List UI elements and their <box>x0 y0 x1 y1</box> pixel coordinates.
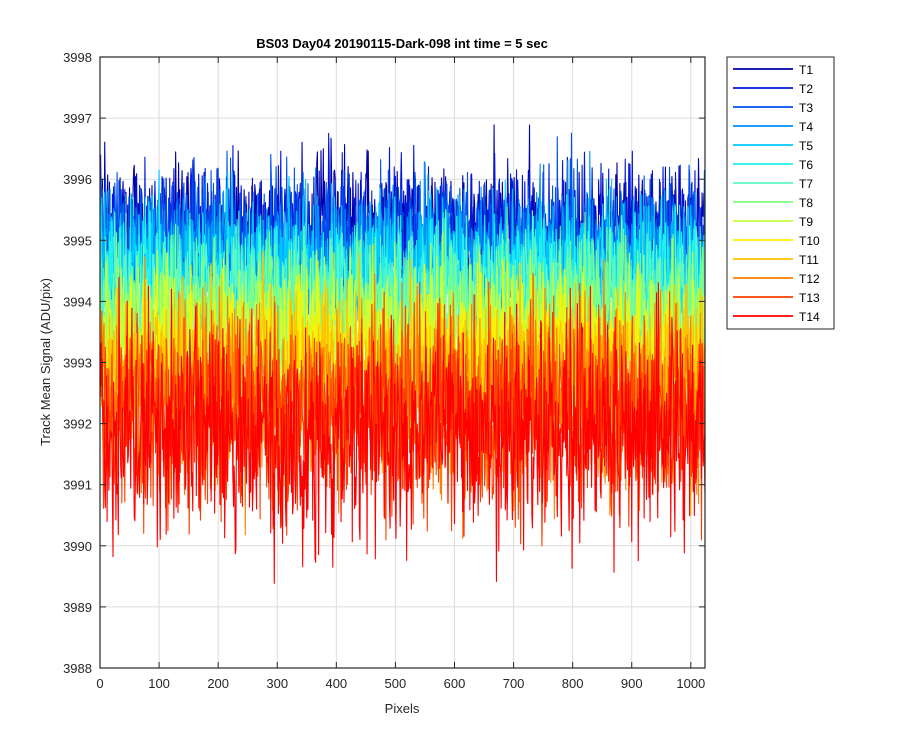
legend-label: T1 <box>799 63 813 77</box>
x-tick-label: 900 <box>621 676 643 691</box>
legend-label: T10 <box>799 234 820 248</box>
legend-label: T3 <box>799 101 813 115</box>
legend-label: T11 <box>799 253 819 267</box>
legend-label: T8 <box>799 196 813 210</box>
series-lines <box>100 124 706 584</box>
y-tick-label: 3998 <box>63 50 92 65</box>
y-tick-label: 3993 <box>63 356 92 371</box>
legend-label: T4 <box>799 120 813 134</box>
x-tick-label: 300 <box>266 676 288 691</box>
y-axis-label: Track Mean Signal (ADU/pix) <box>38 278 53 446</box>
chart-title: BS03 Day04 20190115-Dark-098 int time = … <box>256 36 548 51</box>
x-tick-label: 400 <box>325 676 347 691</box>
legend-box <box>726 56 835 330</box>
legend-label: T12 <box>799 272 820 286</box>
x-tick-labels: 0 100 200 300 400 500 600 700 800 900 1000 <box>96 676 705 691</box>
x-tick-label: 0 <box>96 676 103 691</box>
legend-label: T9 <box>799 215 813 229</box>
x-tick-label: 100 <box>148 676 170 691</box>
x-tick-label: 700 <box>503 676 525 691</box>
legend-label: T13 <box>799 291 820 305</box>
y-tick-label: 3995 <box>63 233 92 248</box>
legend: T1 T2 T3 T4 T5 T6 T7 T8 T9 T10 T11 T12 T13 T14 <box>726 56 835 330</box>
x-tick-label: 600 <box>444 676 466 691</box>
x-tick-label: 200 <box>207 676 229 691</box>
y-tick-label: 3990 <box>63 539 92 554</box>
legend-label: T6 <box>799 158 813 172</box>
x-axis-label: Pixels <box>385 701 420 716</box>
y-tick-label: 3994 <box>63 294 92 309</box>
x-tick-label: 800 <box>562 676 584 691</box>
legend-label: T14 <box>799 310 820 324</box>
y-tick-label: 3997 <box>63 111 92 126</box>
y-tick-label: 3989 <box>63 600 92 615</box>
y-tick-label: 3992 <box>63 417 92 432</box>
y-tick-labels: 3988 3989 3990 3991 3992 3993 3994 3995 3996 3997… <box>63 50 92 676</box>
legend-label: T7 <box>799 177 813 191</box>
y-tick-label: 3991 <box>63 478 92 493</box>
series-line-t14 <box>100 277 706 584</box>
x-tick-label: 500 <box>385 676 407 691</box>
y-tick-label: 3988 <box>63 661 92 676</box>
x-tick-label: 1000 <box>676 676 705 691</box>
legend-label: T2 <box>799 82 813 96</box>
y-tick-label: 3996 <box>63 172 92 187</box>
legend-label: T5 <box>799 139 813 153</box>
axes <box>99 56 706 669</box>
